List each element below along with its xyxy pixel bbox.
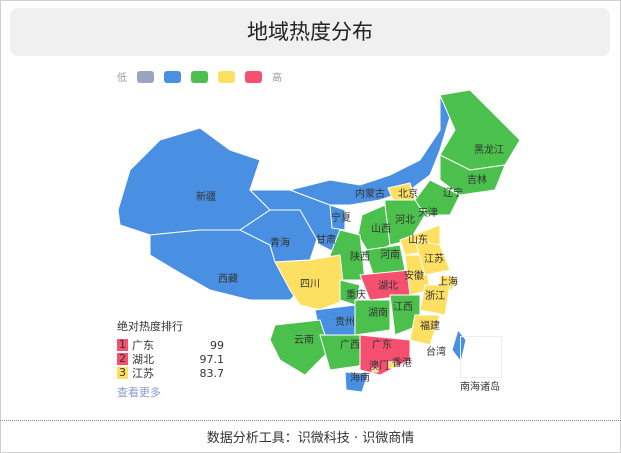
province-label: 青海 <box>270 236 290 249</box>
province-32[interactable] <box>387 361 397 369</box>
legend-low: 低 <box>117 73 127 84</box>
rank-value: 99 <box>210 338 224 352</box>
legend-swatch[interactable] <box>245 70 262 83</box>
province-label: 上海 <box>438 275 458 288</box>
province-label: 福建 <box>420 319 440 332</box>
province-label: 河南 <box>380 248 400 261</box>
province-label: 内蒙古 <box>355 187 385 200</box>
heat-legend: 低 高 <box>117 69 282 84</box>
legend-high: 高 <box>272 73 282 84</box>
province-label: 天津 <box>418 207 438 219</box>
legend-swatch[interactable] <box>137 70 154 83</box>
province-7[interactable] <box>414 179 461 216</box>
province-label: 贵州 <box>335 315 355 328</box>
province-label: 广东 <box>372 338 392 351</box>
rank-badge: 2 <box>117 352 128 365</box>
province-label: 甘肃 <box>316 233 336 246</box>
ranking-row: 1 广东 99 <box>117 338 224 352</box>
ranking-title: 绝对热度排行 <box>117 320 183 333</box>
south-sea-label: 南海诸岛 <box>460 382 500 393</box>
province-label: 四川 <box>300 279 320 290</box>
province-16[interactable] <box>274 254 346 311</box>
province-label: 江苏 <box>424 252 444 265</box>
rank-province: 江苏 <box>132 367 154 380</box>
province-5[interactable] <box>439 89 521 171</box>
province-label: 安徽 <box>404 269 424 282</box>
province-label: 浙江 <box>425 290 445 302</box>
province-label: 陕西 <box>350 250 370 263</box>
ranking-panel: 绝对热度排行 1 广东 99 2 湖北 97.1 3 江苏 83.7 查看更多 <box>117 318 224 400</box>
province-label: 广西 <box>340 339 360 351</box>
province-label: 宁夏 <box>331 211 351 224</box>
province-label: 新疆 <box>196 190 216 203</box>
footer: 数据分析工具：识微科技 · 识微商情 <box>0 420 621 446</box>
province-label: 云南 <box>294 333 314 346</box>
province-20[interactable] <box>414 239 451 276</box>
legend-swatch[interactable] <box>191 70 208 83</box>
province-label: 辽宁 <box>443 186 463 199</box>
legend-swatch[interactable] <box>218 70 235 83</box>
province-label: 黑龙江 <box>474 143 504 156</box>
province-33[interactable] <box>371 367 379 373</box>
province-6[interactable] <box>439 154 506 196</box>
province-8[interactable] <box>329 204 346 231</box>
province-label: 北京 <box>398 187 418 200</box>
province-label: 山西 <box>371 223 391 235</box>
province-30[interactable] <box>344 371 369 393</box>
province-label: 河北 <box>395 214 415 226</box>
province-label: 澳门 <box>369 359 389 372</box>
view-more-link[interactable]: 查看更多 <box>117 386 161 399</box>
rank-province: 广东 <box>132 339 154 352</box>
province-22[interactable] <box>419 284 451 316</box>
province-label: 重庆 <box>346 288 366 301</box>
province-27[interactable] <box>269 319 331 376</box>
rank-value: 97.1 <box>199 352 225 366</box>
province-label: 湖南 <box>368 306 388 319</box>
rank-badge: 1 <box>117 338 128 351</box>
rank-badge: 3 <box>117 366 128 379</box>
province-label: 湖北 <box>378 280 398 292</box>
rank-province: 湖北 <box>132 353 154 366</box>
province-label: 西藏 <box>218 273 238 285</box>
province-label: 山东 <box>408 233 428 246</box>
province-label: 海南 <box>350 371 370 384</box>
province-label: 江西 <box>393 301 413 313</box>
province-label: 吉林 <box>467 173 487 186</box>
legend-swatch[interactable] <box>164 70 181 83</box>
rank-value: 83.7 <box>199 366 225 380</box>
province-0[interactable] <box>117 127 271 236</box>
province-label: 台湾 <box>426 345 446 358</box>
page-title: 地域热度分布 <box>10 8 610 56</box>
south-sea-inset <box>460 336 502 378</box>
province-label: 香港 <box>392 357 412 369</box>
province-25[interactable] <box>409 314 441 346</box>
ranking-row: 3 江苏 83.7 <box>117 366 224 380</box>
ranking-row: 2 湖北 97.1 <box>117 352 224 366</box>
